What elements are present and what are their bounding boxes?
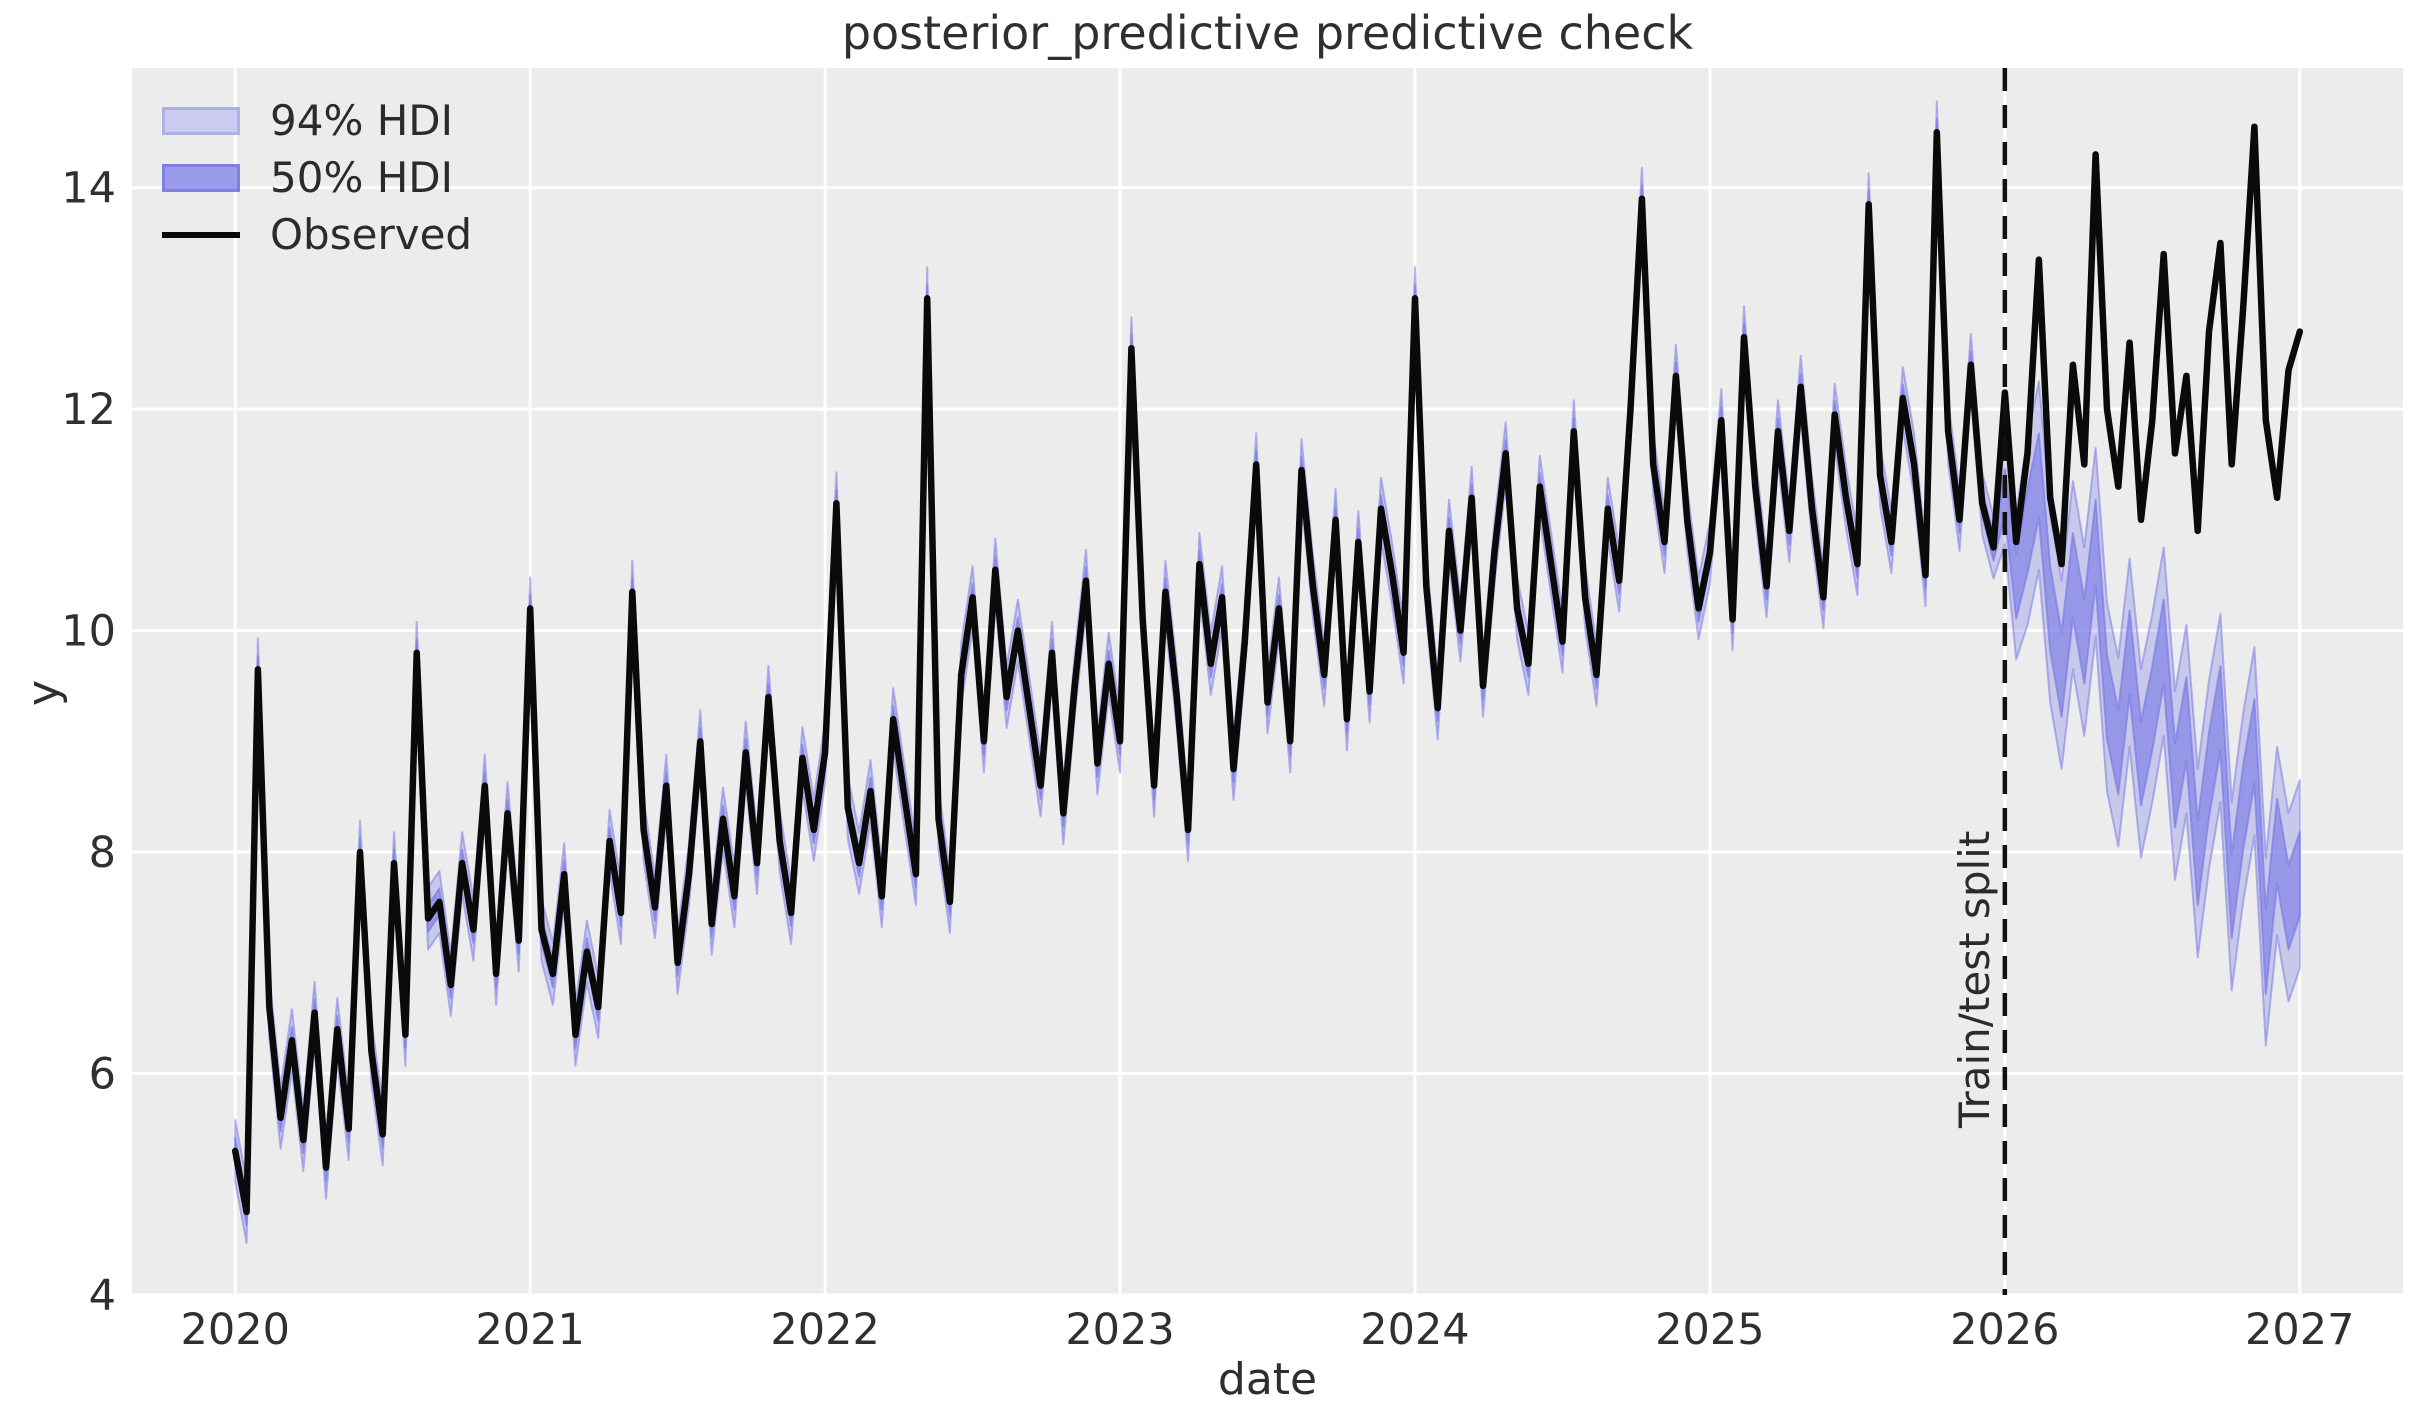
y-tick-label: 14 <box>61 164 116 214</box>
y-tick-label: 6 <box>89 1050 116 1100</box>
x-tick-label: 2024 <box>1360 1305 1469 1355</box>
x-tick-label: 2026 <box>1950 1305 2059 1355</box>
legend-label-hdi94: 94% HDI <box>270 95 454 145</box>
legend-label-hdi50: 50% HDI <box>270 152 454 202</box>
y-tick-label: 12 <box>61 385 116 435</box>
train-test-split-label: Train/test split <box>1950 830 1999 1128</box>
legend: 94% HDI 50% HDI Observed <box>162 92 472 263</box>
x-tick-label: 2025 <box>1655 1305 1764 1355</box>
hdi50-band <box>234 117 2301 1227</box>
legend-entry-observed: Observed <box>162 206 472 263</box>
x-tick-label: 2020 <box>181 1305 290 1355</box>
y-tick-label: 10 <box>61 607 116 657</box>
hdi50-swatch-icon <box>162 163 240 192</box>
x-tick-label: 2021 <box>475 1305 584 1355</box>
y-tick-label: 8 <box>89 828 116 878</box>
y-tick-label: 4 <box>89 1271 116 1321</box>
y-axis-label: y <box>18 679 69 706</box>
chart-title: posterior_predictive predictive check <box>841 6 1694 60</box>
observed-line-sample-icon <box>162 231 240 238</box>
x-tick-label: 2022 <box>770 1305 879 1355</box>
x-tick-label: 2023 <box>1065 1305 1174 1355</box>
legend-label-observed: Observed <box>270 209 473 259</box>
legend-entry-hdi50: 50% HDI <box>162 149 472 206</box>
x-tick-label: 2027 <box>2245 1305 2354 1355</box>
x-axis-label: date <box>1217 1354 1318 1405</box>
legend-entry-hdi94: 94% HDI <box>162 92 472 149</box>
observed-line <box>231 123 2304 1216</box>
hdi94-swatch-icon <box>162 106 240 135</box>
